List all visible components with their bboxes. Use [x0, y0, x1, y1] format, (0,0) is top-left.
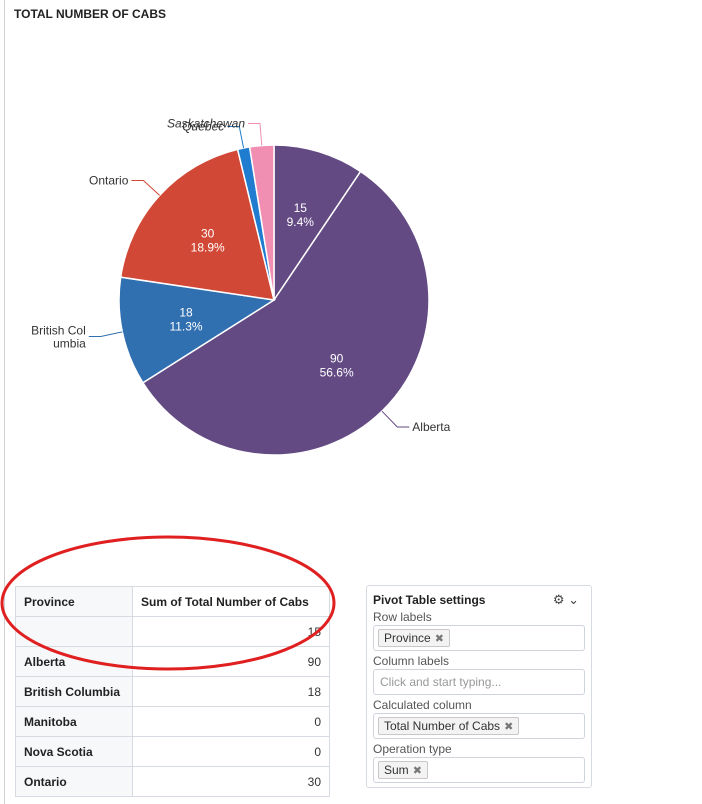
remove-chip-icon[interactable]: ✖ — [504, 721, 514, 733]
table-row: Ontario 30 — [15, 766, 330, 797]
row-labels-chip[interactable]: Province ✖ — [378, 629, 450, 647]
header-sum[interactable]: Sum of Total Number of Cabs — [132, 586, 330, 617]
slice-percent-label: 11.3% — [169, 320, 202, 334]
slice-value-label: 90 — [330, 352, 344, 366]
slice-leader-line — [227, 125, 245, 149]
left-border — [4, 0, 5, 804]
row-labels-label: Row labels — [373, 610, 432, 624]
slice-category-label: Alberta — [412, 420, 450, 434]
row-province: British Columbia — [15, 676, 133, 707]
slice-value-label: 18 — [179, 306, 193, 320]
slice-category-label: umbia — [53, 336, 86, 350]
page-title: TOTAL NUMBER OF CABS — [14, 7, 166, 21]
slice-percent-label: 9.4% — [287, 215, 315, 229]
slice-category-label: British Col — [31, 323, 86, 337]
settings-title: Pivot Table settings — [373, 593, 486, 607]
slice-category-label: Ontario — [89, 174, 129, 188]
pivot-table: Province Sum of Total Number of Cabs 15 … — [15, 586, 330, 797]
table-row: Alberta 90 — [15, 646, 330, 677]
slice-value-label: 30 — [201, 226, 215, 240]
row-province: Manitoba — [15, 706, 133, 737]
pie-slice[interactable] — [118, 276, 277, 384]
pivot-settings-panel: Pivot Table settings ⚙ ⌄ Row labels Prov… — [366, 585, 592, 788]
slice-percent-label: 18.9% — [191, 240, 225, 254]
slice-value-label: 15 — [294, 201, 308, 215]
calculated-column-chip[interactable]: Total Number of Cabs ✖ — [378, 717, 520, 735]
table-row: Nova Scotia 0 — [15, 736, 330, 767]
slice-leader-line — [248, 123, 263, 146]
slice-leader-line — [131, 180, 160, 196]
pivot-header-row: Province Sum of Total Number of Cabs — [15, 586, 330, 617]
row-province: Ontario — [15, 766, 133, 797]
calculated-column-field[interactable]: Total Number of Cabs ✖ — [373, 713, 585, 739]
pie-slice[interactable] — [273, 144, 362, 303]
operation-type-label: Operation type — [373, 742, 452, 756]
row-sum: 0 — [132, 736, 330, 767]
column-labels-placeholder: Click and start typing... — [380, 675, 502, 689]
red-ellipse-annotation — [0, 535, 336, 671]
operation-type-chip[interactable]: Sum ✖ — [378, 761, 428, 779]
row-labels-field[interactable]: Province ✖ — [373, 625, 585, 651]
header-province[interactable]: Province — [15, 586, 133, 617]
row-sum: 15 — [132, 616, 330, 647]
remove-chip-icon[interactable]: ✖ — [412, 765, 422, 777]
gear-icon[interactable]: ⚙ ⌄ — [552, 592, 579, 607]
row-sum: 0 — [132, 706, 330, 737]
operation-type-field[interactable]: Sum ✖ — [373, 757, 585, 783]
remove-chip-icon[interactable]: ✖ — [434, 633, 444, 645]
row-province: Alberta — [15, 646, 133, 677]
slice-percent-label: 56.6% — [320, 366, 354, 380]
slice-category-label: Quebec — [182, 119, 224, 133]
row-sum: 30 — [132, 766, 330, 797]
table-row: Manitoba 0 — [15, 706, 330, 737]
table-row: 15 — [15, 616, 330, 647]
calculated-column-label: Calculated column — [373, 698, 472, 712]
column-labels-label: Column labels — [373, 654, 450, 668]
row-province: Nova Scotia — [15, 736, 133, 767]
slice-leader-line — [88, 331, 123, 337]
slice-leader-line — [381, 410, 410, 428]
slice-category-label: Saskatchewan — [167, 117, 245, 131]
column-labels-field[interactable]: Click and start typing... — [373, 669, 585, 695]
